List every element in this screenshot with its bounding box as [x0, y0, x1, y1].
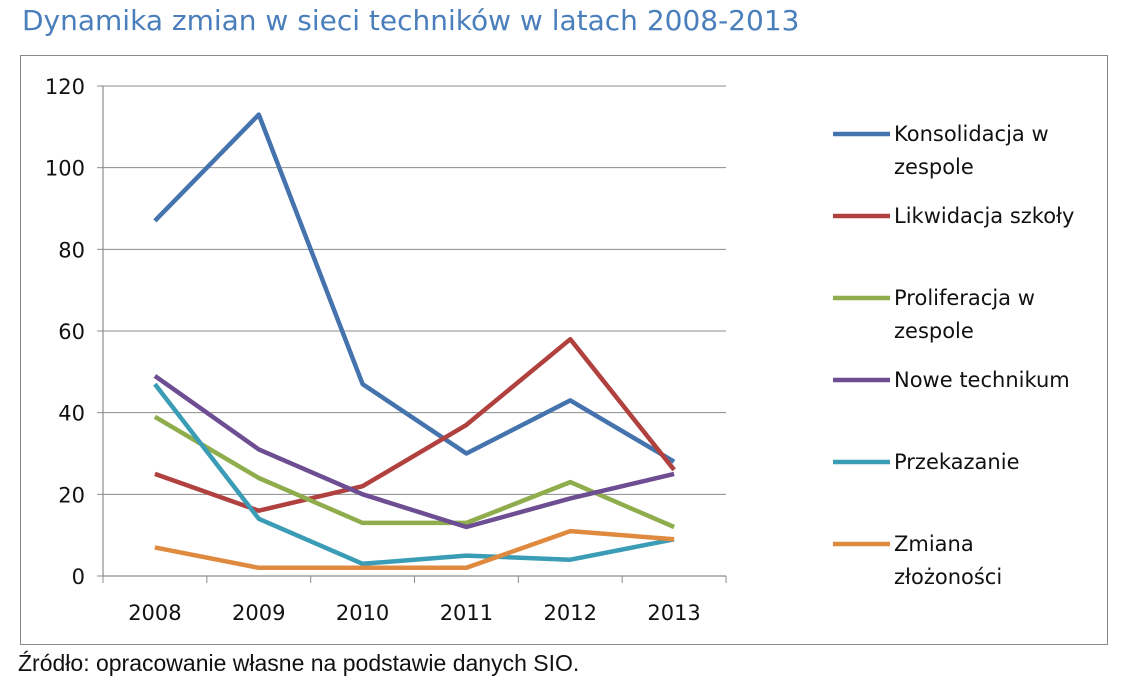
- x-tick-label: 2008: [128, 601, 181, 625]
- legend-item: Zmiana złożoności: [833, 532, 1002, 589]
- y-tick-label: 120: [45, 75, 85, 99]
- chart-frame: 0 20 40 60 80 100 120 2008 2009 2010 2011 2012 2013 …: [20, 55, 1108, 645]
- legend-label: Nowe technikum: [894, 368, 1070, 392]
- y-tick-label: 60: [58, 320, 85, 344]
- gridlines: [103, 85, 726, 495]
- x-tick-label: 2011: [440, 601, 493, 625]
- chart-title: Dynamika zmian w sieci techników w latac…: [22, 4, 800, 37]
- legend-label: Proliferacja w zespole: [894, 286, 1035, 343]
- legend-label: Konsolidacja w zespole: [894, 122, 1049, 179]
- axes: 0 20 40 60 80 100 120 2008 2009 2010 2011 2012 2013: [45, 75, 727, 625]
- source-note: Źródło: opracowanie własne na podstawie …: [18, 650, 580, 676]
- x-tick-label: 2009: [232, 601, 285, 625]
- x-tick-label: 2012: [544, 601, 597, 625]
- legend-item: Proliferacja w zespole: [833, 286, 1035, 343]
- y-tick-label: 100: [45, 157, 85, 181]
- series-line: [154, 336, 676, 513]
- legend-label: Przekazanie: [894, 450, 1020, 474]
- legend-item: Przekazanie: [833, 450, 1020, 474]
- series-line: [153, 382, 675, 567]
- y-tick-label: 0: [72, 565, 85, 589]
- legend-item: Konsolidacja w zespole: [833, 122, 1049, 179]
- legend-label: Likwidacja szkoły: [894, 204, 1074, 228]
- series-line: [154, 528, 675, 571]
- legend-label: Zmiana złożoności: [894, 532, 1002, 589]
- x-tick-label: 2013: [647, 601, 700, 625]
- y-tick-label: 80: [58, 238, 85, 262]
- y-tick-label: 40: [58, 402, 85, 426]
- legend-item: Nowe technikum: [833, 368, 1070, 392]
- legend-item: Likwidacja szkoły: [833, 204, 1074, 228]
- series-line: [153, 112, 676, 464]
- y-tick-label: 20: [58, 483, 85, 507]
- series-line: [153, 414, 675, 530]
- series-lines: [153, 112, 676, 571]
- legend: Konsolidacja w zespole Likwidacja szkoły Pr…: [833, 122, 1074, 589]
- x-tick-label: 2010: [336, 601, 389, 625]
- series-line: [153, 374, 675, 530]
